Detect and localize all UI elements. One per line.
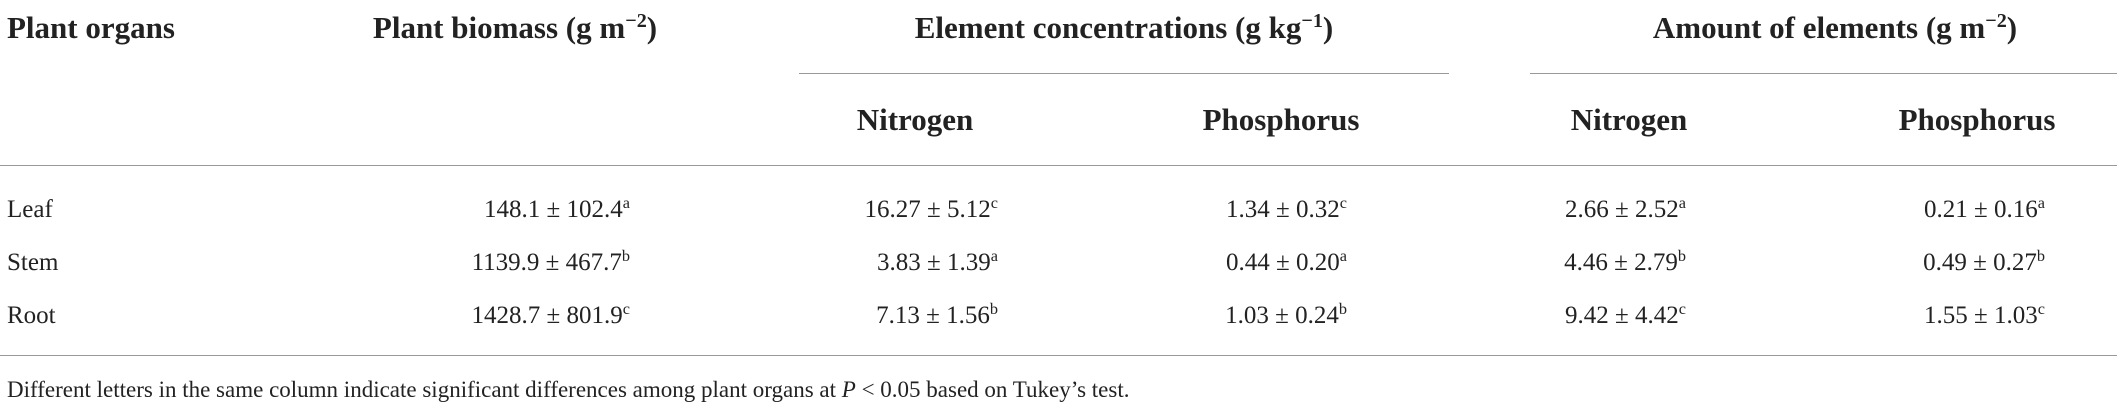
header-cell: Amount of elements (g m−2) xyxy=(1535,9,2117,45)
cell-value: 9.42 ± 4.42 xyxy=(1565,302,1679,329)
row-label: Leaf xyxy=(7,196,53,223)
rule xyxy=(0,355,2117,356)
footnote-text: < 0.05 based on Tukey’s test. xyxy=(855,377,1130,402)
superscript: −2 xyxy=(1985,9,2007,32)
subheader-cell: Phosphorus xyxy=(1898,102,2056,137)
superscript: c xyxy=(990,194,998,213)
data-cell: 1428.7 ± 801.9c xyxy=(471,300,630,329)
row-label: Stem xyxy=(7,249,59,276)
header-text: ) xyxy=(1322,10,1334,45)
cell-value: 1139.9 ± 467.7 xyxy=(471,249,622,276)
cell-value: 1.55 ± 1.03 xyxy=(1924,302,2038,329)
footnote: Different letters in the same column ind… xyxy=(7,378,1129,401)
header-text: Element concentrations (g kg xyxy=(914,10,1302,45)
superscript: c xyxy=(1339,194,1347,213)
superscript: a xyxy=(622,194,630,213)
subheader-cell: Nitrogen xyxy=(856,102,974,137)
data-cell: 1139.9 ± 467.7b xyxy=(471,247,630,276)
superscript: a xyxy=(990,247,998,266)
data-cell: 1.55 ± 1.03c xyxy=(1924,300,2045,329)
data-cell: 4.46 ± 2.79b xyxy=(1564,247,1686,276)
header-text: Plant biomass (g m xyxy=(372,10,626,45)
cell-value: 0.44 ± 0.20 xyxy=(1226,249,1340,276)
superscript: c xyxy=(1678,300,1686,319)
data-cell: 0.44 ± 0.20a xyxy=(1226,247,1347,276)
superscript: a xyxy=(1339,247,1347,266)
superscript: b xyxy=(1677,247,1686,266)
data-cell: 1.34 ± 0.32c xyxy=(1226,194,1347,223)
cell-value: 16.27 ± 5.12 xyxy=(864,196,991,223)
subheader-cell: Phosphorus xyxy=(1202,102,1360,137)
header-text: Amount of elements (g m xyxy=(1652,10,1986,45)
data-cell: 9.42 ± 4.42c xyxy=(1565,300,1686,329)
header-cell: Plant organs xyxy=(7,10,175,45)
superscript: c xyxy=(622,300,630,319)
superscript: b xyxy=(1338,300,1347,319)
cell-value: 1428.7 ± 801.9 xyxy=(471,302,623,329)
rule xyxy=(0,165,2117,166)
cell-value: 7.13 ± 1.56 xyxy=(876,302,990,329)
footnote-text: Different letters in the same column ind… xyxy=(7,377,842,402)
rule xyxy=(799,73,1449,74)
header-text: ) xyxy=(646,10,658,45)
superscript: b xyxy=(989,300,998,319)
cell-value: 1.34 ± 0.32 xyxy=(1226,196,1340,223)
cell-value: 0.49 ± 0.27 xyxy=(1923,249,2037,276)
data-cell: 16.27 ± 5.12c xyxy=(864,194,998,223)
superscript: b xyxy=(621,247,630,266)
data-cell: 148.1 ± 102.4a xyxy=(484,194,630,223)
subheader-cell: Nitrogen xyxy=(1570,102,1688,137)
data-cell: 7.13 ± 1.56b xyxy=(876,300,998,329)
superscript: a xyxy=(1678,194,1686,213)
cell-value: 4.46 ± 2.79 xyxy=(1564,249,1678,276)
header-cell: Plant biomass (g m−2) xyxy=(215,9,815,45)
superscript: b xyxy=(2036,247,2045,266)
rule xyxy=(1530,73,2117,74)
cell-value: 148.1 ± 102.4 xyxy=(484,196,623,223)
row-label: Root xyxy=(7,302,56,329)
data-cell: 0.49 ± 0.27b xyxy=(1923,247,2045,276)
data-cell: 3.83 ± 1.39a xyxy=(877,247,998,276)
superscript: a xyxy=(2037,194,2045,213)
superscript: −2 xyxy=(625,9,647,32)
superscript: −1 xyxy=(1301,9,1323,32)
data-cell: 2.66 ± 2.52a xyxy=(1565,194,1686,223)
superscript: c xyxy=(2037,300,2045,319)
cell-value: 3.83 ± 1.39 xyxy=(877,249,991,276)
cell-value: 2.66 ± 2.52 xyxy=(1565,196,1679,223)
cell-value: 0.21 ± 0.16 xyxy=(1924,196,2038,223)
footnote-italic: P xyxy=(841,377,856,402)
header-cell: Element concentrations (g kg−1) xyxy=(824,9,1424,45)
data-cell: 1.03 ± 0.24b xyxy=(1225,300,1347,329)
data-cell: 0.21 ± 0.16a xyxy=(1924,194,2045,223)
header-text: ) xyxy=(2006,10,2018,45)
cell-value: 1.03 ± 0.24 xyxy=(1225,302,1339,329)
